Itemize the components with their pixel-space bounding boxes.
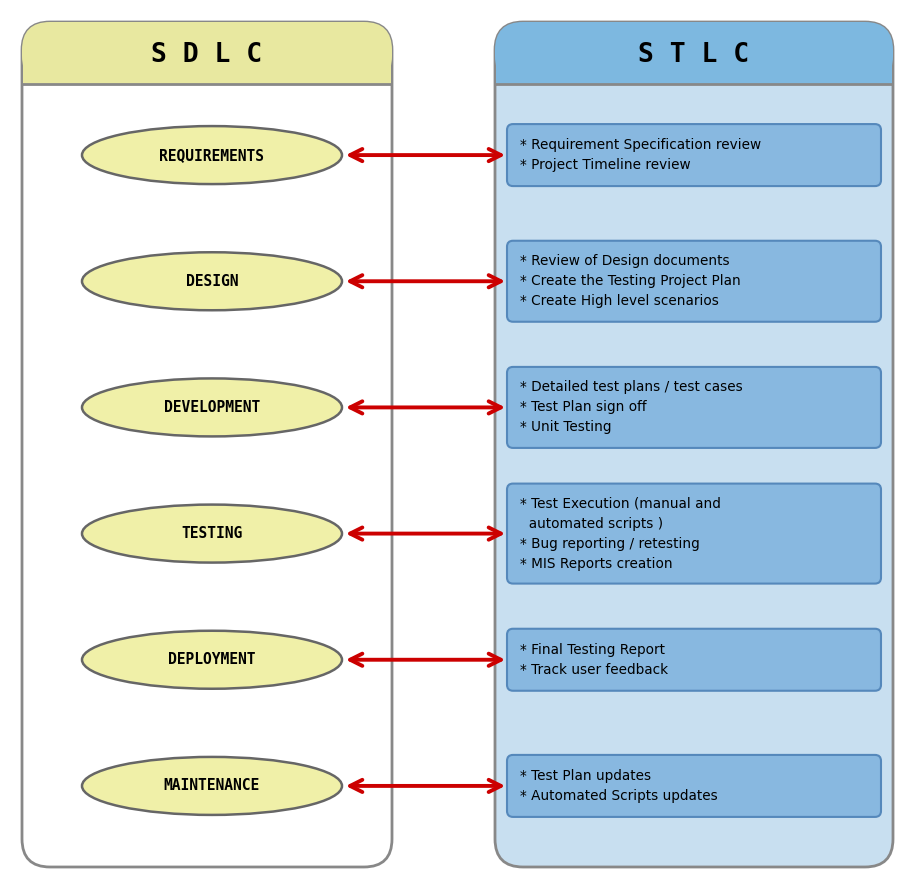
FancyBboxPatch shape xyxy=(507,629,880,691)
Text: * Final Testing Report
* Track user feedback: * Final Testing Report * Track user feed… xyxy=(519,643,668,677)
Text: MAINTENANCE: MAINTENANCE xyxy=(164,779,260,793)
Bar xyxy=(23,56,391,84)
FancyBboxPatch shape xyxy=(507,124,880,186)
Text: * Requirement Specification review
* Project Timeline review: * Requirement Specification review * Pro… xyxy=(519,138,761,172)
Text: DEPLOYMENT: DEPLOYMENT xyxy=(168,653,255,668)
Text: S T L C: S T L C xyxy=(638,42,749,68)
Text: DEVELOPMENT: DEVELOPMENT xyxy=(164,400,260,415)
Text: TESTING: TESTING xyxy=(181,526,242,541)
FancyBboxPatch shape xyxy=(507,241,880,322)
Text: * Review of Design documents
* Create the Testing Project Plan
* Create High lev: * Review of Design documents * Create th… xyxy=(519,254,740,308)
Ellipse shape xyxy=(82,505,342,563)
Bar xyxy=(496,56,891,84)
FancyBboxPatch shape xyxy=(507,367,880,448)
Ellipse shape xyxy=(82,379,342,436)
Text: * Test Plan updates
* Automated Scripts updates: * Test Plan updates * Automated Scripts … xyxy=(519,769,717,803)
Text: S D L C: S D L C xyxy=(151,42,262,68)
FancyBboxPatch shape xyxy=(495,22,892,84)
Text: REQUIREMENTS: REQUIREMENTS xyxy=(159,148,264,163)
Text: * Detailed test plans / test cases
* Test Plan sign off
* Unit Testing: * Detailed test plans / test cases * Tes… xyxy=(519,380,742,435)
Ellipse shape xyxy=(82,757,342,815)
Ellipse shape xyxy=(82,631,342,689)
FancyBboxPatch shape xyxy=(495,22,892,867)
FancyBboxPatch shape xyxy=(507,484,880,583)
FancyBboxPatch shape xyxy=(507,755,880,817)
FancyBboxPatch shape xyxy=(22,22,392,867)
Text: * Test Execution (manual and
  automated scripts )
* Bug reporting / retesting
*: * Test Execution (manual and automated s… xyxy=(519,497,720,571)
Ellipse shape xyxy=(82,126,342,184)
Ellipse shape xyxy=(82,252,342,310)
FancyBboxPatch shape xyxy=(22,22,392,84)
Text: DESIGN: DESIGN xyxy=(186,274,238,289)
